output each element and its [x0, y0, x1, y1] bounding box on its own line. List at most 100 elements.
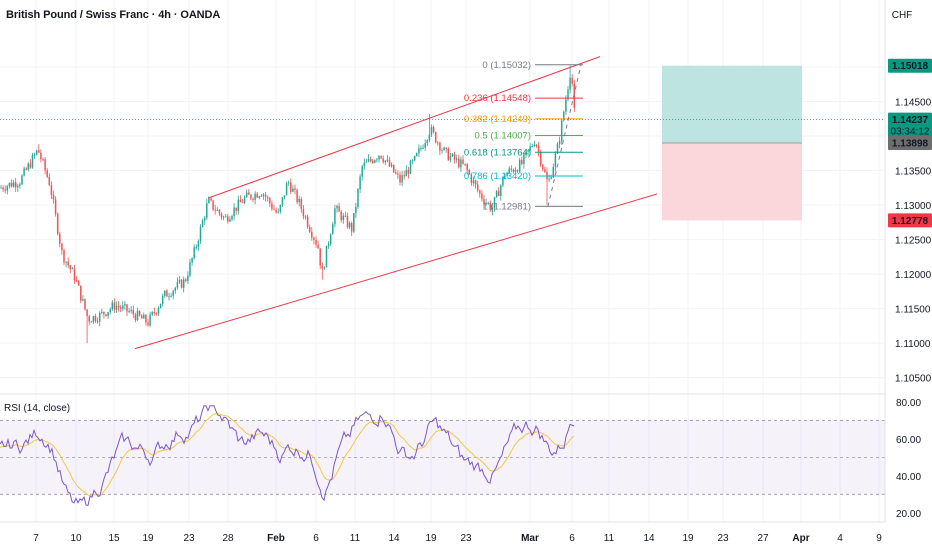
candle-body [4, 189, 6, 191]
candle-body [157, 308, 160, 314]
candle-body [445, 147, 447, 149]
candle-body [103, 311, 105, 315]
candle-body [378, 155, 380, 160]
candle-body [222, 216, 225, 218]
candle-body [510, 168, 513, 170]
candle-body [172, 290, 174, 296]
candle-body [262, 194, 265, 196]
candle-body [233, 207, 235, 217]
currency-label: CHF [892, 10, 913, 21]
y-tick-label: 1.11500 [895, 305, 931, 316]
candle-body [558, 141, 561, 145]
candle-body [306, 216, 309, 228]
candle-body [537, 146, 540, 152]
candle-body [281, 197, 284, 205]
candle-body [224, 216, 227, 218]
candle-body [69, 265, 72, 270]
candle-body [395, 172, 397, 174]
grid-lines [0, 0, 885, 522]
candle-body [556, 144, 559, 154]
candle-body [27, 163, 30, 170]
candle-body [518, 159, 521, 172]
candle-body [439, 142, 441, 151]
candle-body [50, 185, 53, 195]
candle-body [256, 193, 258, 198]
candle-body [476, 184, 479, 191]
candle-body [117, 305, 120, 308]
y-tick-label: 1.13500 [895, 167, 932, 178]
candle-body [399, 174, 401, 183]
candle-body [193, 247, 195, 258]
profit-zone[interactable] [662, 65, 802, 144]
x-tick-label: 19 [425, 533, 437, 544]
y-tick-label: 1.12500 [895, 236, 932, 247]
fib-level-label: 1 (1.12981) [482, 201, 531, 212]
fib-level-label: 0.786 (1.13420) [464, 171, 531, 182]
candle-body [516, 170, 519, 172]
candle-body [329, 234, 332, 244]
candle-body [178, 279, 181, 282]
candle-body [474, 180, 477, 185]
candle-body [533, 144, 536, 147]
rsi-tick-label: 80.00 [896, 398, 921, 409]
candle-body [216, 209, 219, 211]
candle-body [29, 163, 32, 168]
candle-body [342, 215, 345, 221]
candle-body [12, 182, 15, 187]
candle-body [275, 209, 277, 213]
fib-retracement[interactable]: 0 (1.15032) 0.236 (1.14548) 0.382 (1.14249… [464, 60, 583, 213]
fib-trend-line [547, 64, 582, 207]
candle-body [199, 226, 202, 242]
candle-body [65, 261, 67, 263]
candle-body [98, 312, 101, 322]
candle-body [432, 127, 435, 132]
candle-body [563, 111, 565, 121]
candle-body [300, 198, 303, 209]
x-tick-label: 10 [70, 533, 82, 544]
candle-body [361, 166, 363, 177]
loss-zone[interactable] [662, 143, 802, 221]
x-tick-label: 23 [717, 533, 729, 544]
x-tick-label: 14 [643, 533, 655, 544]
x-tick-label: 15 [108, 533, 120, 544]
candle-body [170, 295, 172, 297]
price-channel[interactable] [134, 56, 658, 350]
candle-body [296, 189, 298, 203]
candle-body [472, 180, 475, 183]
candle-body [258, 196, 261, 198]
candle-body [298, 198, 300, 203]
candle-body [371, 160, 374, 163]
x-tick-label: 23 [460, 533, 472, 544]
candle-body [504, 176, 506, 178]
fib-level-label: 0.382 (1.14249) [464, 114, 531, 125]
candle-body [434, 131, 437, 143]
candle-body [241, 202, 244, 204]
candle-body [569, 77, 571, 90]
candle-body [191, 257, 193, 263]
candle-body [271, 203, 273, 209]
candle-body [153, 311, 156, 314]
rsi-tick-label: 60.00 [896, 435, 921, 446]
candle-body [388, 159, 391, 167]
candle-body [401, 175, 403, 183]
x-tick-label: 19 [682, 533, 694, 544]
candle-body [176, 281, 179, 288]
candle-body [416, 153, 418, 156]
candle-body [161, 295, 164, 304]
candle-body [407, 169, 410, 174]
candle-body [512, 169, 515, 172]
candle-body [113, 302, 116, 310]
candle-body [59, 233, 61, 244]
candle-body [187, 275, 189, 281]
y-tick-label: 1.11000 [895, 339, 931, 350]
candle-body [531, 146, 534, 148]
candle-body [231, 216, 233, 220]
candle-body [67, 261, 69, 266]
candle-body [470, 174, 473, 183]
candle-body [56, 213, 59, 234]
candle-body [397, 173, 399, 175]
candle-body [149, 314, 151, 326]
candle-body [21, 175, 23, 185]
candle-body [460, 159, 462, 168]
